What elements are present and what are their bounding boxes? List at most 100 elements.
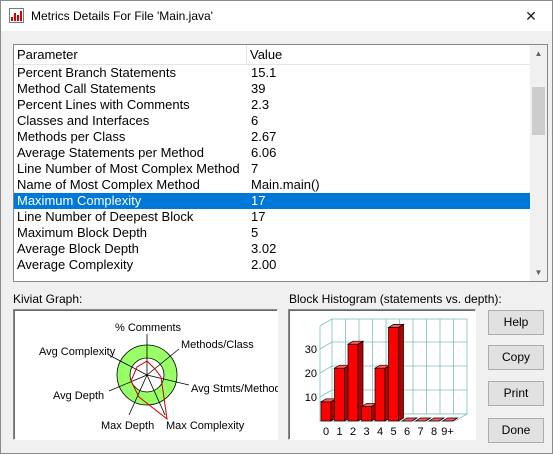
grid-side-line xyxy=(319,365,333,374)
x-tick-label: 2 xyxy=(350,426,356,438)
vertical-scrollbar[interactable]: ▲ ▼ xyxy=(530,45,547,281)
grid-top-edge xyxy=(319,318,333,327)
bar-side xyxy=(452,417,458,422)
list-row[interactable]: Average Statements per Method 6.06 xyxy=(14,145,531,161)
bar-side xyxy=(438,417,445,422)
row-parameter: Maximum Block Depth xyxy=(17,225,148,240)
row-value: Main.main() xyxy=(251,177,320,192)
help-button[interactable]: Help xyxy=(488,310,544,335)
kiviat-axis-comments: % Comments xyxy=(115,322,182,334)
list-header: Parameter Value xyxy=(14,45,531,65)
bar-side xyxy=(398,323,404,422)
histogram-bar xyxy=(400,417,419,422)
row-parameter: Percent Branch Statements xyxy=(17,65,176,80)
close-icon[interactable]: ✕ xyxy=(525,8,537,24)
list-row[interactable]: Maximum Complexity 17 xyxy=(14,193,531,209)
kiviat-graph: % Comments Methods/Class Avg Stmts/Metho… xyxy=(13,309,278,440)
y-tick-label: 20 xyxy=(305,368,317,380)
y-tick-label: 30 xyxy=(305,344,317,356)
row-parameter: Line Number of Most Complex Method xyxy=(17,161,240,176)
list-row[interactable]: Name of Most Complex Method Main.main() xyxy=(14,177,531,193)
kiviat-axis-max-complexity: Max Complexity xyxy=(166,420,245,432)
bar-front xyxy=(320,401,332,422)
kiviat-label: Kiviat Graph: xyxy=(13,292,83,306)
scroll-down-icon[interactable]: ▼ xyxy=(534,268,543,277)
histogram-bar xyxy=(319,398,338,422)
bar-front xyxy=(361,406,372,422)
histogram-bar xyxy=(387,323,405,422)
list-rows: Percent Branch Statements 15.1 Method Call… xyxy=(14,65,531,273)
row-parameter: Average Complexity xyxy=(17,257,134,272)
bar-side xyxy=(411,417,418,422)
grid-side-line xyxy=(319,341,333,350)
print-button[interactable]: Print xyxy=(488,381,544,406)
scroll-up-icon[interactable]: ▲ xyxy=(534,49,543,58)
bar-front xyxy=(388,327,399,422)
x-tick-label: 5 xyxy=(390,426,396,438)
kiviat-axis-avg-complexity: Avg Complexity xyxy=(39,346,116,358)
histogram-bar xyxy=(427,417,446,422)
row-value: 5 xyxy=(251,225,259,240)
histogram-bar xyxy=(373,364,392,422)
grid-side-line xyxy=(319,389,333,398)
histogram-bar xyxy=(346,340,365,422)
row-parameter: Method Call Statements xyxy=(17,81,156,96)
list-row[interactable]: Average Block Depth 3.02 xyxy=(14,241,531,257)
list-row[interactable]: Line Number of Deepest Block 17 xyxy=(14,209,531,225)
list-row[interactable]: Percent Branch Statements 15.1 xyxy=(14,65,531,81)
row-value: 6.06 xyxy=(251,145,277,160)
row-value: 7 xyxy=(251,161,259,176)
list-row[interactable]: Method Call Statements 39 xyxy=(14,81,531,97)
x-tick-label: 9+ xyxy=(441,426,454,438)
row-value: 6 xyxy=(251,113,259,128)
kiviat-axis-avg-stmts: Avg Stmts/Method xyxy=(191,383,278,395)
histogram-bars xyxy=(319,323,459,422)
list-row[interactable]: Line Number of Most Complex Method 7 xyxy=(14,161,531,177)
metrics-list[interactable]: Parameter Value Percent Branch Statement… xyxy=(13,44,548,282)
histogram-bar xyxy=(414,417,432,422)
x-tick-label: 4 xyxy=(377,426,383,438)
row-parameter: Average Block Depth xyxy=(17,241,139,256)
done-button[interactable]: Done xyxy=(488,418,544,443)
copy-button[interactable]: Copy xyxy=(488,345,544,370)
scroll-thumb[interactable] xyxy=(532,87,545,135)
row-value: 15.1 xyxy=(251,65,277,80)
row-value: 17 xyxy=(251,209,266,224)
row-parameter: Average Statements per Method xyxy=(17,145,204,160)
list-row[interactable]: Methods per Class 2.67 xyxy=(14,129,531,145)
kiviat-svg: % Comments Methods/Class Avg Stmts/Metho… xyxy=(39,322,278,432)
kiviat-axis-avg-depth: Avg Depth xyxy=(53,390,104,402)
kiviat-axis-max-depth: Max Depth xyxy=(101,420,154,432)
row-parameter: Name of Most Complex Method xyxy=(17,177,200,192)
row-parameter: Percent Lines with Comments xyxy=(17,97,190,112)
row-parameter: Maximum Complexity xyxy=(17,193,142,208)
list-row[interactable]: Average Complexity 2.00 xyxy=(14,257,531,273)
histogram-bar xyxy=(441,417,459,422)
kiviat-axis-methods-class: Methods/Class xyxy=(181,339,254,351)
row-parameter: Line Number of Deepest Block xyxy=(17,209,194,224)
histogram-label: Block Histogram (statements vs. depth): xyxy=(289,292,502,306)
bar-front xyxy=(374,367,386,422)
x-tick-label: 3 xyxy=(363,426,369,438)
row-parameter: Classes and Interfaces xyxy=(17,113,150,128)
row-value: 39 xyxy=(251,81,266,96)
histogram-svg: 30 20 10 0 1 2 3 4 5 6 7 8 9+ xyxy=(305,318,469,438)
list-row[interactable]: Classes and Interfaces 6 xyxy=(14,113,531,129)
list-row[interactable]: Maximum Block Depth 5 xyxy=(14,225,531,241)
bar-front xyxy=(334,367,345,422)
kiviat-shape xyxy=(130,360,168,421)
row-value: 2.00 xyxy=(251,257,277,272)
row-parameter: Methods per Class xyxy=(17,129,126,144)
x-tick-label: 8 xyxy=(431,426,437,438)
title-bar: Metrics Details For File 'Main.java' ✕ xyxy=(1,1,552,31)
list-row[interactable]: Percent Lines with Comments 2.3 xyxy=(14,97,531,113)
histogram-bar xyxy=(360,402,378,422)
column-header-parameter[interactable]: Parameter xyxy=(14,45,247,65)
histogram-ticks: 30 20 10 0 1 2 3 4 5 6 7 8 9+ xyxy=(305,344,454,438)
y-tick-label: 10 xyxy=(305,392,317,404)
window-title: Metrics Details For File 'Main.java' xyxy=(31,9,213,23)
x-tick-label: 7 xyxy=(417,426,423,438)
column-header-value[interactable]: Value xyxy=(250,47,283,62)
block-histogram: 30 20 10 0 1 2 3 4 5 6 7 8 9+ xyxy=(288,309,476,440)
